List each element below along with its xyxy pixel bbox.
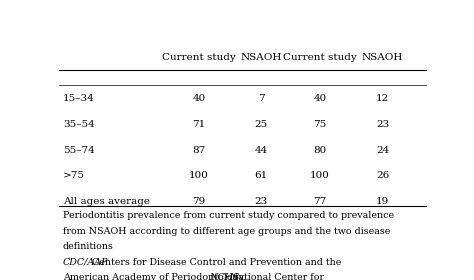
Text: 79: 79 bbox=[192, 197, 205, 206]
Text: NSAOH: NSAOH bbox=[241, 53, 282, 62]
Text: 40: 40 bbox=[313, 94, 327, 103]
Text: 24: 24 bbox=[376, 146, 389, 155]
Text: 77: 77 bbox=[313, 197, 327, 206]
Text: 19: 19 bbox=[376, 197, 389, 206]
Text: 7: 7 bbox=[258, 94, 264, 103]
Text: 75: 75 bbox=[313, 120, 327, 129]
Text: NSAOH: NSAOH bbox=[362, 53, 403, 62]
Text: Current study: Current study bbox=[283, 53, 357, 62]
Text: 80: 80 bbox=[313, 146, 327, 155]
Text: National Center for: National Center for bbox=[228, 273, 325, 280]
Text: 44: 44 bbox=[255, 146, 268, 155]
Text: 35–54: 35–54 bbox=[63, 120, 95, 129]
Text: 12: 12 bbox=[376, 94, 389, 103]
Text: 61: 61 bbox=[255, 171, 268, 180]
Text: from NSAOH according to different age groups and the two disease: from NSAOH according to different age gr… bbox=[63, 227, 390, 236]
Text: 100: 100 bbox=[189, 171, 209, 180]
Text: 23: 23 bbox=[255, 197, 268, 206]
Text: 26: 26 bbox=[376, 171, 389, 180]
Text: 87: 87 bbox=[192, 146, 205, 155]
Text: >75: >75 bbox=[63, 171, 85, 180]
Text: American Academy of Periodontology,: American Academy of Periodontology, bbox=[63, 273, 249, 280]
Text: 71: 71 bbox=[192, 120, 205, 129]
Text: Periodontitis prevalence from current study compared to prevalence: Periodontitis prevalence from current st… bbox=[63, 211, 394, 220]
Text: 25: 25 bbox=[255, 120, 268, 129]
Text: 15–34: 15–34 bbox=[63, 94, 95, 103]
Text: definitions: definitions bbox=[63, 242, 114, 251]
Text: All ages average: All ages average bbox=[63, 197, 150, 206]
Text: Current study: Current study bbox=[162, 53, 236, 62]
Text: 40: 40 bbox=[192, 94, 205, 103]
Text: Centers for Disease Control and Prevention and the: Centers for Disease Control and Preventi… bbox=[90, 258, 342, 267]
Text: 23: 23 bbox=[376, 120, 389, 129]
Text: 55–74: 55–74 bbox=[63, 146, 95, 155]
Text: CDC/AAP: CDC/AAP bbox=[63, 258, 109, 267]
Text: 100: 100 bbox=[310, 171, 330, 180]
Text: NCHS: NCHS bbox=[209, 273, 239, 280]
